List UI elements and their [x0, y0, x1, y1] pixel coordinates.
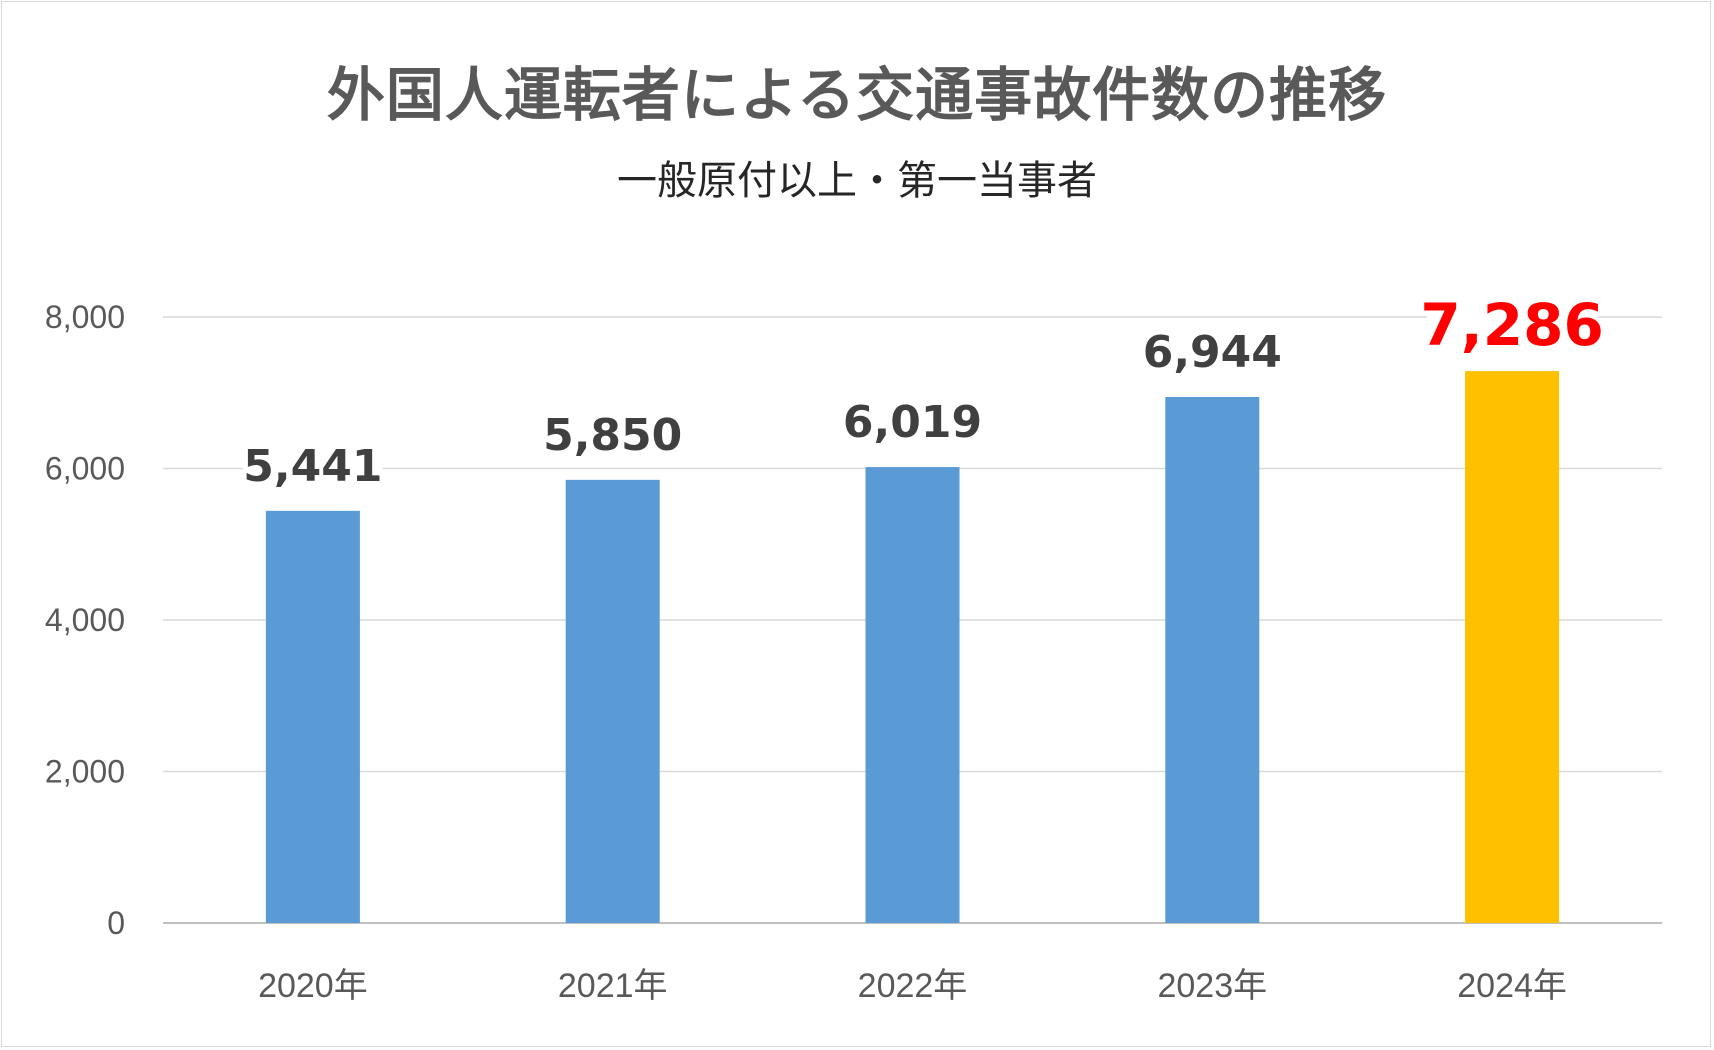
data-label-1: 5,441 [243, 441, 382, 492]
data-label-2: 5,850 [543, 410, 682, 461]
bar-4 [1165, 396, 1260, 923]
y-tick-label: 4,000 [45, 602, 125, 638]
data-label-4: 6,944 [1143, 327, 1282, 378]
chart-subtitle: 一般原付以上・第一当事者 [617, 158, 1097, 204]
y-tick-label: 8,000 [45, 299, 125, 335]
data-label-5: 7,286 [1420, 291, 1603, 359]
x-category-label: 2023年 [1157, 967, 1267, 1005]
bars [265, 371, 1560, 923]
data-labels: 5,441 5,850 6,019 6,944 7,286 [242, 291, 1604, 492]
y-tick-label: 2,000 [45, 754, 125, 790]
bar-3 [865, 467, 960, 923]
data-label-backdrop [1427, 291, 1598, 354]
y-tick-label: 6,000 [45, 451, 125, 487]
x-category-label: 2024年 [1457, 967, 1567, 1005]
x-category-label: 2020年 [258, 967, 368, 1005]
x-category-label: 2022年 [858, 967, 968, 1005]
data-label-backdrop [542, 407, 683, 460]
data-label-backdrop [842, 395, 983, 448]
bar-5 [1465, 371, 1560, 923]
bar-1 [265, 510, 360, 923]
chart-title: 外国人運転者による交通事故件数の推移 [326, 61, 1388, 129]
data-label-backdrop [242, 438, 383, 491]
data-label-3: 6,019 [843, 397, 982, 448]
y-axis-ticks: 0 2,000 4,000 6,000 8,000 [45, 299, 125, 941]
data-label-backdrop [1142, 324, 1283, 377]
x-category-label: 2021年 [558, 967, 668, 1005]
bar-2 [565, 479, 660, 923]
y-tick-label: 0 [107, 905, 125, 941]
x-axis-categories: 2020年 2021年 2022年 2023年 2024年 [258, 967, 1567, 1005]
